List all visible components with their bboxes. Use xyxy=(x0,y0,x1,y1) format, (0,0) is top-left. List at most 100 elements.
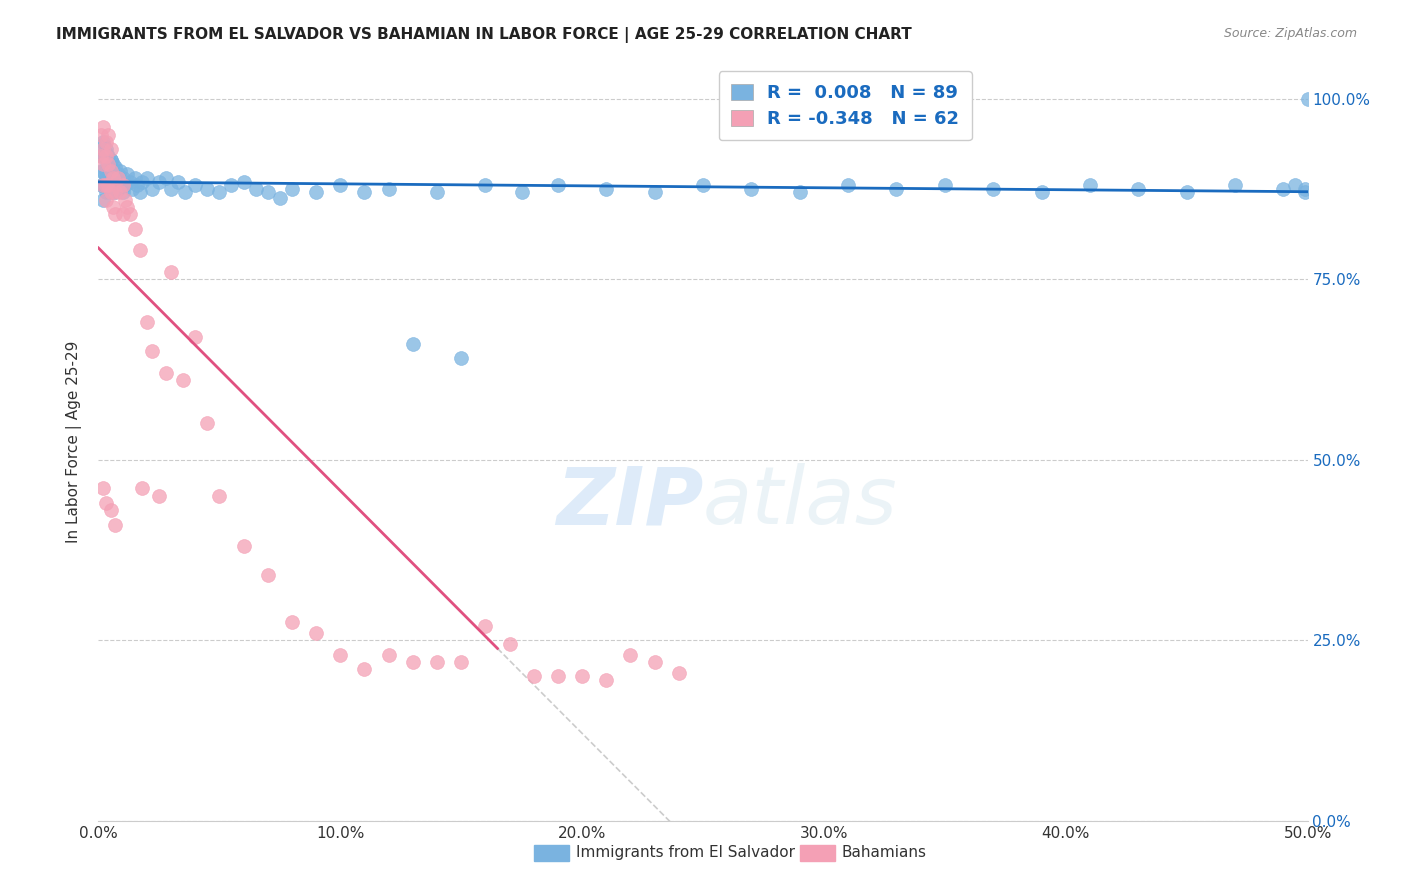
Point xyxy=(91,482,114,496)
Point xyxy=(91,193,114,207)
Point xyxy=(101,200,124,214)
Point xyxy=(155,366,177,380)
Point xyxy=(148,175,170,189)
Point xyxy=(256,186,278,200)
Point xyxy=(128,186,150,200)
Point xyxy=(94,145,117,160)
Point xyxy=(148,489,170,503)
Point xyxy=(94,193,117,207)
Point xyxy=(124,221,146,235)
Text: IMMIGRANTS FROM EL SALVADOR VS BAHAMIAN IN LABOR FORCE | AGE 25-29 CORRELATION C: IMMIGRANTS FROM EL SALVADOR VS BAHAMIAN … xyxy=(56,27,912,43)
Point xyxy=(94,149,117,163)
Point xyxy=(281,182,304,196)
Point xyxy=(740,182,762,196)
Point xyxy=(104,186,127,200)
Point xyxy=(101,156,124,170)
Point xyxy=(1078,178,1101,193)
Point xyxy=(305,186,328,200)
Point xyxy=(91,120,114,135)
Point xyxy=(108,163,131,178)
Point xyxy=(104,517,127,532)
Point xyxy=(167,175,190,189)
Point xyxy=(94,135,117,149)
Point xyxy=(94,178,117,193)
Point xyxy=(1272,182,1295,196)
Point xyxy=(353,662,375,676)
Point xyxy=(100,142,122,156)
Point xyxy=(184,330,207,344)
Point xyxy=(111,171,134,186)
Point xyxy=(100,153,122,167)
Point xyxy=(104,160,127,174)
Point xyxy=(934,178,956,193)
Point xyxy=(221,178,243,193)
Point xyxy=(510,186,533,200)
Point xyxy=(232,175,254,189)
Point xyxy=(1128,182,1150,196)
Point xyxy=(100,175,122,189)
Point xyxy=(232,539,254,553)
Point xyxy=(1175,186,1198,200)
Point xyxy=(100,163,122,178)
Point xyxy=(101,178,124,193)
Point xyxy=(1294,186,1316,200)
Point xyxy=(94,186,117,200)
Point xyxy=(131,482,153,496)
Point xyxy=(104,171,127,186)
Text: Bahamians: Bahamians xyxy=(842,846,927,860)
Point xyxy=(91,149,114,163)
Point xyxy=(692,178,714,193)
Point xyxy=(668,665,690,680)
Point xyxy=(104,186,127,200)
Point xyxy=(547,669,569,683)
Point xyxy=(97,178,120,193)
Point xyxy=(118,175,141,189)
Point xyxy=(94,142,117,156)
Point xyxy=(644,186,666,200)
Point xyxy=(97,156,120,170)
Point xyxy=(184,178,207,193)
Point xyxy=(111,207,134,221)
Point xyxy=(1296,91,1319,105)
Point xyxy=(160,265,183,279)
Point xyxy=(90,163,112,178)
Point xyxy=(1284,178,1306,193)
Point xyxy=(117,167,139,181)
Point xyxy=(107,182,129,196)
Point xyxy=(402,337,425,351)
Point xyxy=(450,655,472,669)
Point xyxy=(789,186,811,200)
Point xyxy=(97,128,120,142)
Point xyxy=(195,417,218,431)
Point xyxy=(107,171,129,186)
Point xyxy=(91,178,114,193)
Point xyxy=(1031,186,1053,200)
Text: ZIP: ZIP xyxy=(555,463,703,541)
Point xyxy=(644,655,666,669)
Point xyxy=(97,171,120,186)
Point xyxy=(128,243,150,257)
Point xyxy=(104,207,127,221)
Point xyxy=(107,167,129,181)
Point xyxy=(97,178,120,193)
Point xyxy=(100,503,122,517)
Point xyxy=(90,149,112,163)
Point xyxy=(377,648,399,662)
Point xyxy=(174,186,197,200)
Point xyxy=(108,186,131,200)
Y-axis label: In Labor Force | Age 25-29: In Labor Force | Age 25-29 xyxy=(66,341,83,542)
Point xyxy=(97,149,120,163)
Point xyxy=(141,344,163,359)
Point xyxy=(619,648,641,662)
Point xyxy=(108,178,131,193)
Point xyxy=(131,175,153,189)
Point xyxy=(886,182,908,196)
Point xyxy=(523,669,546,683)
Point xyxy=(100,163,122,178)
Point xyxy=(114,193,136,207)
Point xyxy=(100,153,122,167)
Point xyxy=(172,373,194,387)
Point xyxy=(91,142,114,156)
Point xyxy=(91,178,114,193)
Point xyxy=(124,171,146,186)
